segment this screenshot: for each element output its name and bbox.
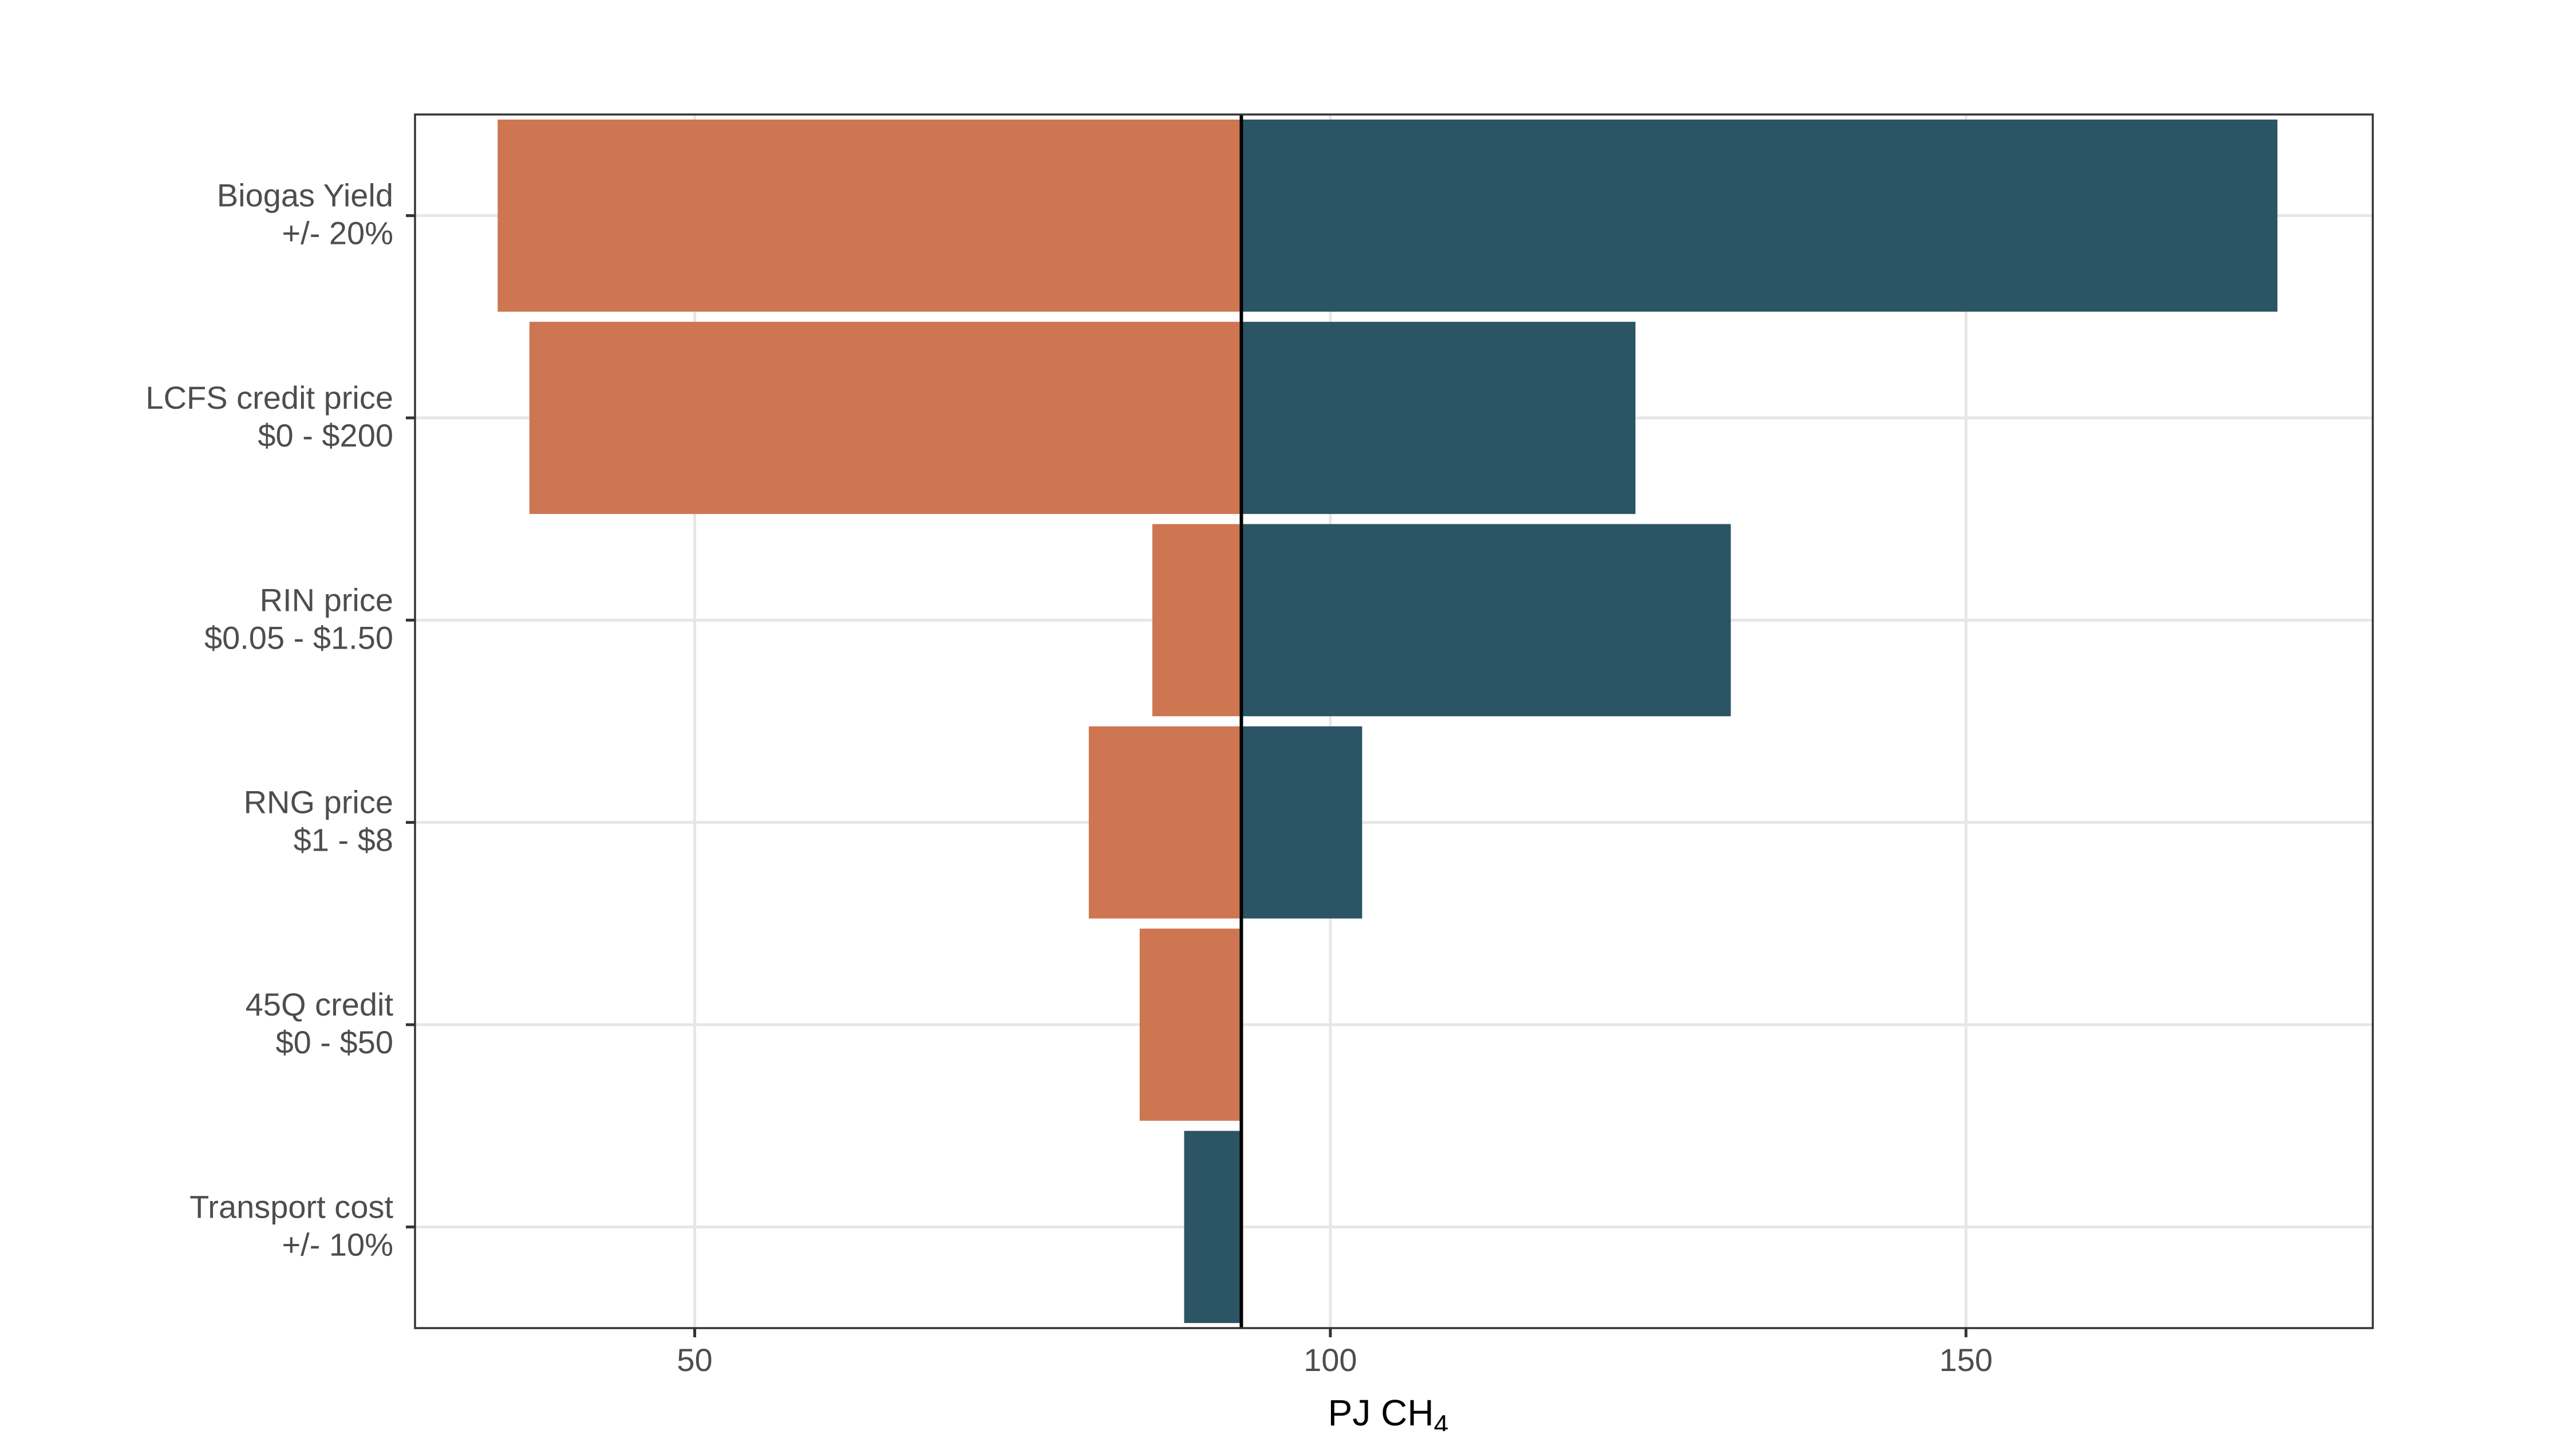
y-tick-label: LCFS credit price <box>145 380 393 416</box>
bar-series-2-3 <box>1241 524 1731 717</box>
bar-series-1-5 <box>1139 929 1242 1121</box>
y-tick-label: RIN price <box>260 582 393 618</box>
panel-border <box>414 113 2374 1329</box>
x-tick-label: 50 <box>677 1342 712 1378</box>
y-tick-label: 45Q credit <box>246 986 394 1022</box>
bar-series-2-1 <box>1241 119 2278 312</box>
y-tick-sublabel: $0 - $50 <box>276 1024 394 1060</box>
x-tick-label: 150 <box>1939 1342 1993 1378</box>
x-tick-label: 100 <box>1303 1342 1357 1378</box>
y-axis: Biogas Yield+/- 20%LCFS credit price$0 -… <box>145 177 415 1262</box>
bars <box>497 119 2278 1324</box>
plot-frame <box>414 113 2374 1329</box>
y-tick-label: Biogas Yield <box>217 177 393 214</box>
y-tick-sublabel: +/- 10% <box>282 1226 393 1262</box>
bar-series-1-4 <box>1089 726 1242 919</box>
y-tick-sublabel: +/- 20% <box>282 215 393 251</box>
x-axis-title-main: PJ CH <box>1328 1392 1434 1431</box>
x-axis: 50 100 150 <box>677 1328 1993 1378</box>
bar-series-1-2 <box>529 322 1242 514</box>
x-axis-title-subscript: 4 <box>1434 1409 1449 1431</box>
bar-series-2-4 <box>1241 726 1362 919</box>
x-axis-title: PJ CH4 <box>1328 1392 1449 1431</box>
bar-series-2-2 <box>1241 322 1635 514</box>
bar-series-2-6 <box>1184 1131 1242 1324</box>
y-tick-sublabel: $0 - $200 <box>258 417 393 453</box>
y-tick-label: Transport cost <box>189 1188 393 1224</box>
y-tick-sublabel: $0.05 - $1.50 <box>204 619 393 655</box>
bar-series-1-1 <box>497 119 1242 312</box>
bar-series-1-3 <box>1152 524 1242 717</box>
y-tick-label: RNG price <box>244 784 393 820</box>
y-tick-sublabel: $1 - $8 <box>294 822 393 858</box>
